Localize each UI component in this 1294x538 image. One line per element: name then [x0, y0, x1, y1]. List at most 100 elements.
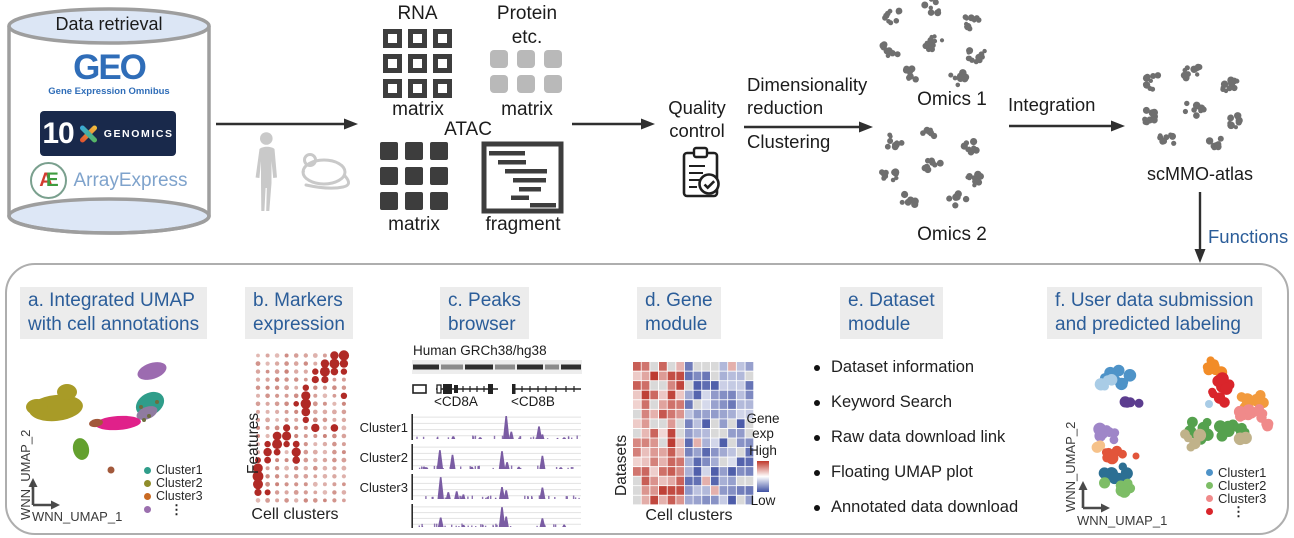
tenx-x-icon	[79, 123, 99, 144]
gene-cd8a-label: <CD8A	[434, 394, 478, 409]
umap-a-axes	[28, 478, 60, 510]
list-item: Dataset information	[814, 350, 1018, 385]
atac-title: ATAC	[444, 119, 492, 140]
list-item-label: Dataset information	[831, 358, 975, 376]
legend-item: Cluster2	[1206, 479, 1266, 492]
genome-build-label: Human GRCh38/hg38	[413, 343, 547, 358]
legend-item: Cluster1	[144, 464, 203, 477]
arrayexpress-monogram-icon: A E	[30, 162, 68, 199]
omics1-label: Omics 1	[917, 89, 987, 110]
genome-ideogram	[412, 360, 582, 374]
panel-c-title: c. Peaks browser	[440, 287, 529, 339]
integration-label: Integration	[1008, 94, 1096, 115]
clipboard-check-icon	[682, 146, 720, 198]
list-item-label: Floating UMAP plot	[831, 463, 973, 481]
list-item: Keyword Search	[814, 385, 1018, 420]
legend-label: Cluster3	[1218, 491, 1267, 506]
protein-matrix-icon	[490, 50, 562, 93]
heatmap-legend-low: Low	[750, 493, 776, 508]
umap-f-y-axis-label: WNN_UMAP_2	[1063, 421, 1078, 512]
markers-dotplot	[252, 350, 350, 503]
track-label-cluster2: Cluster2	[359, 450, 408, 465]
mouse-icon	[301, 153, 350, 190]
flow-arrows	[216, 118, 1206, 263]
legend-label: Cluster3	[156, 489, 203, 503]
quality-control-label: Quality control	[668, 97, 726, 141]
tenx-name: GENOMICS	[103, 127, 174, 140]
dotplot-x-axis-label: Cell clusters	[251, 506, 339, 523]
heatmap-colorbar	[757, 461, 769, 492]
legend-item: ⋮	[1206, 505, 1266, 518]
atac-matrix-icon	[380, 142, 448, 210]
atac-fragment-caption: fragment	[485, 214, 561, 235]
legend-label: Cluster2	[156, 476, 203, 490]
arrayexpress-e: E	[46, 169, 59, 191]
rna-matrix-caption: matrix	[392, 99, 444, 120]
dataset-module-list: Dataset information Keyword Search Raw d…	[814, 350, 1018, 525]
umap-f-x-axis-label: WNN_UMAP_1	[1077, 513, 1168, 528]
peak-tracks	[411, 414, 581, 528]
functions-panel	[5, 263, 1289, 535]
legend-dot	[144, 506, 151, 513]
arrayexpress-label: ArrayExpress	[73, 169, 188, 191]
gene-cd8b-label: <CD8B	[511, 394, 555, 409]
bullet-icon	[814, 469, 820, 476]
legend-item: Cluster2	[144, 477, 203, 490]
list-item: Annotated data download	[814, 490, 1018, 525]
umap-f-legend: Cluster1 Cluster2 Cluster3 ⋮	[1206, 466, 1266, 518]
data-retrieval-title: Data retrieval	[55, 14, 163, 34]
gene-track	[412, 384, 581, 394]
tenx-genomics-logo: 10 GENOMICS	[40, 111, 176, 156]
legend-dot	[1206, 508, 1213, 515]
geo-logo: GEO Gene Expression Omnibus	[19, 48, 199, 98]
gene-module-heatmap	[633, 362, 754, 505]
human-icon	[255, 132, 277, 211]
dimensionality-reduction-label: Dimensionality reduction	[747, 74, 868, 118]
list-item: Floating UMAP plot	[814, 455, 1018, 490]
omics1-clusters	[879, 0, 987, 88]
clustering-label: Clustering	[747, 131, 831, 152]
omics2-label: Omics 2	[917, 224, 987, 245]
legend-dot	[1206, 469, 1213, 476]
legend-dot	[144, 493, 151, 500]
arrayexpress-a: A	[39, 169, 53, 191]
umap-a-x-axis-label: WNN_UMAP_1	[32, 509, 123, 524]
rna-matrix-icon	[383, 29, 452, 98]
legend-item: Cluster3	[144, 490, 203, 503]
bullet-icon	[814, 399, 820, 406]
panel-b-title: b. Markers expression	[245, 287, 353, 339]
list-item: Raw data download link	[814, 420, 1018, 455]
track-label-cluster1: Cluster1	[359, 420, 408, 435]
umap-f-plot	[1091, 356, 1274, 498]
protein-title: Protein	[496, 3, 558, 24]
functions-label: Functions	[1208, 226, 1289, 247]
panel-f-title: f. User data submission and predicted la…	[1047, 287, 1262, 339]
bullet-icon	[814, 434, 820, 441]
rna-title: RNA	[397, 3, 438, 24]
fragment-file-icon	[481, 141, 564, 214]
legend-ellipsis: ⋮	[170, 502, 183, 517]
umap-f-axes	[1078, 481, 1110, 513]
legend-item: ⋮	[144, 503, 203, 516]
list-item-label: Annotated data download	[831, 498, 1019, 516]
omics2-clusters	[879, 126, 984, 209]
heatmap-legend-high: High	[749, 443, 777, 458]
legend-dot	[1206, 495, 1213, 502]
panel-a-title: a. Integrated UMAP with cell annotations	[20, 287, 208, 339]
heatmap-y-axis-label: Datasets	[613, 434, 630, 496]
geo-wordmark: GEO	[73, 48, 147, 87]
legend-item: Cluster1	[1206, 466, 1266, 479]
legend-ellipsis: ⋮	[1232, 504, 1245, 519]
legend-dot	[144, 480, 151, 487]
protein-subtitle: etc.	[511, 27, 543, 48]
panel-d-title: d. Gene module	[637, 287, 721, 339]
protein-matrix-caption: matrix	[501, 99, 553, 120]
tenx-number: 10	[42, 116, 74, 150]
umap-a-plot	[26, 362, 167, 474]
bullet-icon	[814, 364, 820, 371]
arrayexpress-logo: A E ArrayExpress	[14, 162, 204, 199]
legend-label: Cluster1	[156, 463, 203, 477]
atac-matrix-caption: matrix	[388, 214, 440, 235]
heatmap-x-axis-label: Cell clusters	[645, 507, 733, 524]
